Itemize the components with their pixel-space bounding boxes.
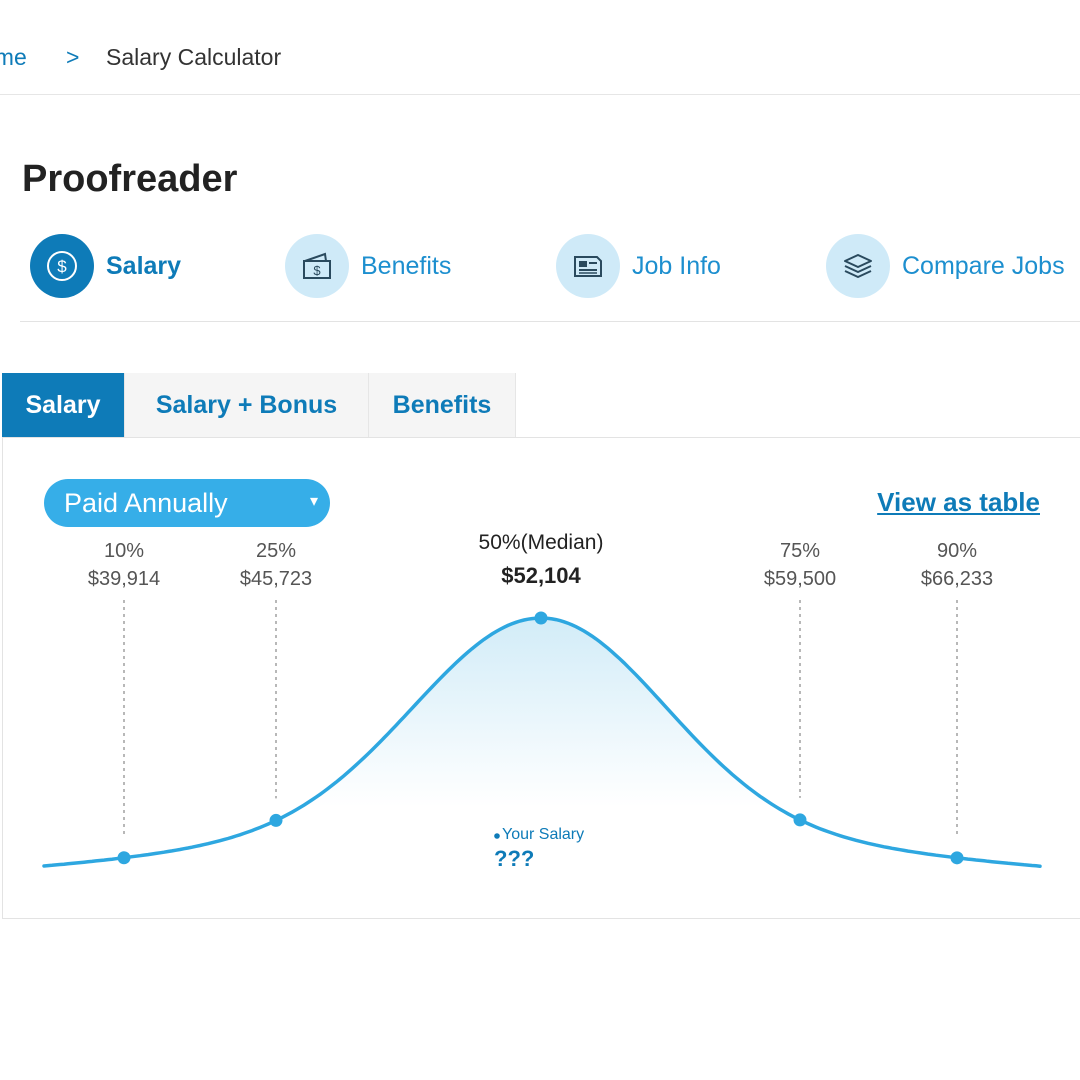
percentile-point[interactable] <box>950 851 964 865</box>
section-nav: $ Salary $ Benefits Job Info <box>30 233 1080 299</box>
wallet-icon: $ <box>285 234 349 298</box>
percentile-point[interactable] <box>269 813 283 827</box>
section-nav-label: Compare Jobs <box>902 251 1065 280</box>
section-nav-compare-jobs[interactable]: Compare Jobs <box>826 233 1065 299</box>
view-as-table-link[interactable]: View as table <box>877 487 1040 517</box>
breadcrumb-current: Salary Calculator <box>106 43 282 70</box>
section-nav-label: Job Info <box>632 251 721 280</box>
pay-period-select[interactable]: Paid Annually ▾ <box>44 479 330 527</box>
breadcrumb-separator: > <box>66 43 80 70</box>
section-nav-benefits[interactable]: $ Benefits <box>285 233 451 299</box>
dollar-coin-icon: $ <box>30 234 94 298</box>
svg-text:$: $ <box>57 257 67 276</box>
percentile-point[interactable] <box>534 611 548 625</box>
pay-period-value: Paid Annually <box>64 487 228 518</box>
percentile-point[interactable] <box>117 851 131 865</box>
salary-tabs: Salary Salary + Bonus Benefits <box>2 373 516 437</box>
tab-benefits[interactable]: Benefits <box>369 373 516 437</box>
salary-chart-panel <box>2 437 1080 919</box>
layers-icon <box>826 234 890 298</box>
chevron-down-icon: ▾ <box>309 493 318 510</box>
page-title: Proofreader <box>22 158 238 200</box>
section-nav-label: Benefits <box>361 251 452 280</box>
section-nav-job-info[interactable]: Job Info <box>556 233 721 299</box>
breadcrumb-divider <box>0 94 1080 95</box>
section-nav-divider <box>20 321 1080 322</box>
document-icon <box>556 234 620 298</box>
breadcrumb-home-link[interactable]: ome <box>0 43 27 70</box>
section-nav-label: Salary <box>106 251 182 280</box>
section-nav-salary[interactable]: $ Salary <box>30 233 181 299</box>
percentile-point[interactable] <box>793 813 807 827</box>
tab-salary-bonus[interactable]: Salary + Bonus <box>125 373 369 437</box>
svg-text:$: $ <box>313 263 321 278</box>
tab-salary[interactable]: Salary <box>2 373 125 437</box>
